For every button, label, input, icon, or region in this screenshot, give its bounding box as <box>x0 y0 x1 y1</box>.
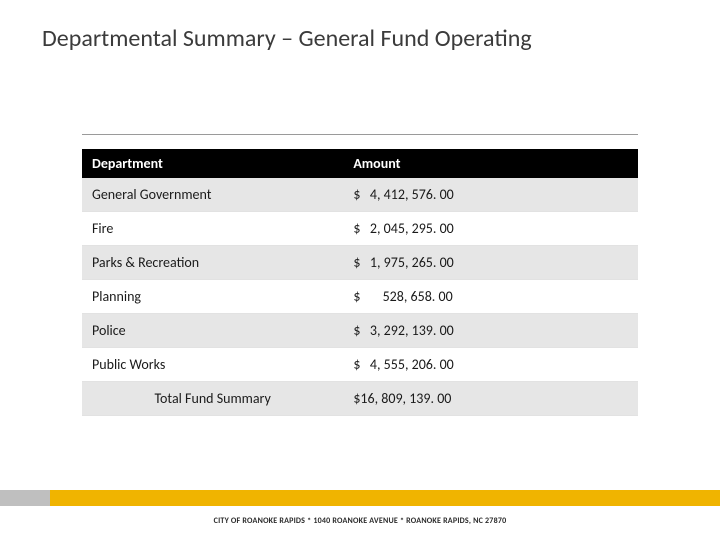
col-header-amount: Amount <box>343 149 638 178</box>
dept-cell: Fire <box>82 212 343 246</box>
table-row: General Government$ 4, 412, 576. 00 <box>82 178 638 212</box>
table-container: Department Amount General Government$ 4,… <box>82 134 638 416</box>
dept-cell: Parks & Recreation <box>82 246 343 280</box>
page-title: Departmental Summary – General Fund Oper… <box>0 0 720 53</box>
dept-cell: Public Works <box>82 348 343 382</box>
footer-band <box>0 490 720 506</box>
footer-band-grey <box>0 490 50 506</box>
amount-cell: $ 528, 658. 00 <box>343 280 638 314</box>
amount-cell: $ 1, 975, 265. 00 <box>343 246 638 280</box>
footer-band-gold <box>50 490 720 506</box>
total-label: Total Fund Summary <box>82 382 343 416</box>
table-row: Planning$ 528, 658. 00 <box>82 280 638 314</box>
total-amount: $16, 809, 139. 00 <box>343 382 638 416</box>
amount-cell: $ 2, 045, 295. 00 <box>343 212 638 246</box>
amount-cell: $ 3, 292, 139. 00 <box>343 314 638 348</box>
footer-text: CITY OF ROANOKE RAPIDS * 1040 ROANOKE AV… <box>0 516 720 526</box>
summary-table: Department Amount General Government$ 4,… <box>82 149 638 416</box>
total-row: Total Fund Summary$16, 809, 139. 00 <box>82 382 638 416</box>
table-row: Parks & Recreation$ 1, 975, 265. 00 <box>82 246 638 280</box>
top-divider <box>82 134 638 135</box>
amount-cell: $ 4, 555, 206. 00 <box>343 348 638 382</box>
dept-cell: Police <box>82 314 343 348</box>
table-header-row: Department Amount <box>82 149 638 178</box>
amount-cell: $ 4, 412, 576. 00 <box>343 178 638 212</box>
dept-cell: Planning <box>82 280 343 314</box>
table-row: Police$ 3, 292, 139. 00 <box>82 314 638 348</box>
table-row: Fire$ 2, 045, 295. 00 <box>82 212 638 246</box>
col-header-department: Department <box>82 149 343 178</box>
table-row: Public Works$ 4, 555, 206. 00 <box>82 348 638 382</box>
dept-cell: General Government <box>82 178 343 212</box>
